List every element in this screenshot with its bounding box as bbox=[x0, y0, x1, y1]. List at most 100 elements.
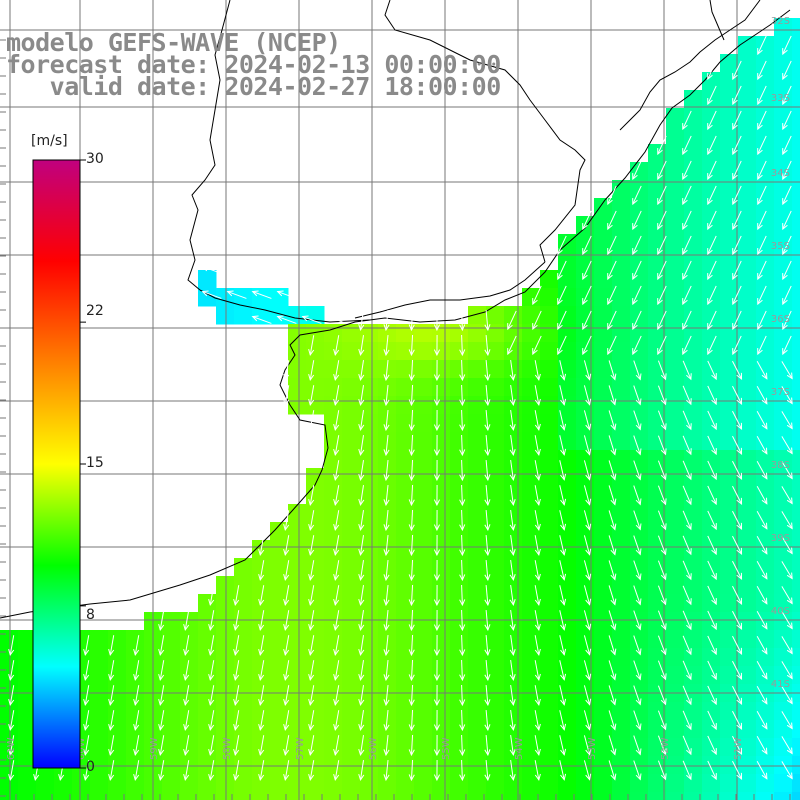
speed-cell bbox=[468, 792, 487, 800]
wind-arrow bbox=[583, 685, 592, 706]
speed-cell bbox=[468, 558, 487, 577]
wind-arrow bbox=[534, 560, 541, 581]
speed-cell bbox=[342, 630, 361, 649]
wind-arrow bbox=[757, 85, 767, 106]
wind-arrow bbox=[383, 735, 390, 757]
wind-arrow bbox=[707, 660, 717, 681]
wind-arrow bbox=[383, 760, 390, 782]
speed-cell bbox=[486, 540, 505, 559]
speed-cell bbox=[450, 486, 469, 505]
speed-cell bbox=[558, 630, 577, 649]
speed-cell bbox=[792, 270, 800, 289]
speed-cell bbox=[774, 594, 793, 613]
speed-cell bbox=[540, 774, 559, 793]
wind-arrow bbox=[707, 635, 717, 656]
wind-arrow bbox=[83, 685, 90, 706]
speed-cell bbox=[540, 450, 559, 469]
speed-cell bbox=[360, 738, 379, 757]
speed-cell bbox=[360, 558, 379, 577]
wind-arrow bbox=[732, 610, 743, 630]
speed-cell bbox=[378, 396, 397, 415]
speed-cell bbox=[666, 630, 685, 649]
speed-cell bbox=[342, 666, 361, 685]
speed-cell bbox=[378, 648, 397, 667]
speed-cell bbox=[702, 648, 721, 667]
speed-cell bbox=[342, 720, 361, 739]
speed-cell bbox=[288, 378, 307, 397]
speed-cell bbox=[396, 468, 415, 487]
wind-arrow bbox=[682, 435, 692, 456]
speed-cell bbox=[666, 414, 685, 433]
wind-arrow bbox=[707, 285, 717, 306]
wind-arrow bbox=[608, 710, 617, 731]
wind-arrow bbox=[781, 486, 793, 505]
wind-arrow bbox=[732, 85, 742, 106]
speed-cell bbox=[792, 702, 800, 721]
wind-arrow bbox=[608, 510, 617, 531]
speed-cell bbox=[558, 612, 577, 631]
speed-cell bbox=[666, 396, 685, 415]
wind-arrow bbox=[433, 684, 441, 707]
wind-arrow bbox=[682, 335, 692, 356]
longitude-label: 57W bbox=[295, 737, 306, 760]
speed-cell bbox=[306, 504, 325, 523]
speed-cell bbox=[792, 198, 800, 217]
speed-cell bbox=[666, 738, 685, 757]
wind-arrow bbox=[258, 760, 265, 781]
speed-cell bbox=[756, 126, 775, 145]
wind-arrow bbox=[358, 560, 365, 582]
speed-cell bbox=[738, 180, 757, 199]
speed-cell bbox=[450, 378, 469, 397]
wind-arrow bbox=[433, 734, 441, 757]
speed-cell bbox=[180, 630, 199, 649]
speed-cell bbox=[756, 414, 775, 433]
speed-cell bbox=[432, 414, 451, 433]
speed-cell bbox=[414, 774, 433, 793]
speed-cell bbox=[270, 738, 289, 757]
wind-arrow bbox=[633, 635, 642, 656]
speed-cell bbox=[738, 126, 757, 145]
speed-cell bbox=[306, 612, 325, 631]
speed-cell bbox=[504, 540, 523, 559]
speed-cell bbox=[486, 630, 505, 649]
wind-arrow bbox=[333, 410, 340, 431]
wind-arrow bbox=[607, 310, 617, 331]
wind-arrow bbox=[657, 260, 667, 281]
speed-cell bbox=[306, 594, 325, 613]
speed-cell bbox=[522, 378, 541, 397]
speed-cell bbox=[594, 342, 613, 361]
wind-arrow bbox=[732, 535, 743, 555]
coast-line bbox=[384, 0, 586, 263]
speed-cell bbox=[720, 342, 739, 361]
wind-arrow bbox=[158, 660, 165, 681]
speed-cell bbox=[540, 432, 559, 451]
wind-arrow bbox=[781, 361, 793, 380]
colorbar-tick-0: 0 bbox=[86, 759, 95, 775]
wind-arrow bbox=[756, 561, 768, 580]
wind-arrow bbox=[201, 265, 222, 274]
wind-arrow bbox=[408, 634, 415, 657]
speed-cell bbox=[612, 648, 631, 667]
wind-arrow bbox=[484, 709, 491, 732]
speed-cell bbox=[576, 486, 595, 505]
wind-arrow bbox=[333, 335, 340, 356]
wind-arrow bbox=[559, 735, 567, 756]
speed-cell bbox=[360, 522, 379, 541]
wind-arrow bbox=[383, 310, 390, 332]
speed-cell bbox=[738, 36, 757, 55]
speed-cell bbox=[252, 774, 271, 793]
speed-cell bbox=[576, 468, 595, 487]
speed-cell bbox=[756, 216, 775, 235]
speed-cell bbox=[342, 522, 361, 541]
wind-arrow bbox=[484, 359, 491, 382]
coast-line bbox=[0, 9, 791, 619]
wind-arrow bbox=[459, 709, 466, 732]
wind-arrow bbox=[657, 685, 667, 706]
speed-cell bbox=[792, 378, 800, 397]
wind-arrow bbox=[559, 385, 567, 406]
latitude-label: 37S bbox=[771, 387, 790, 398]
speed-cell bbox=[666, 342, 685, 361]
wind-arrow bbox=[608, 535, 617, 556]
speed-cell bbox=[288, 630, 307, 649]
